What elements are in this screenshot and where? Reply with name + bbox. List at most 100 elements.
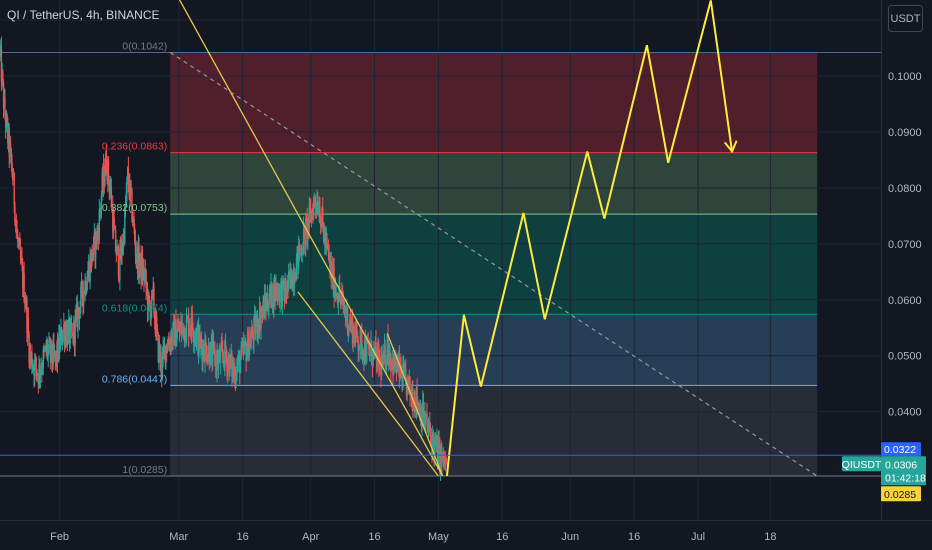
candle-body bbox=[124, 207, 126, 243]
candle-body bbox=[427, 425, 429, 430]
candle-body bbox=[134, 241, 137, 256]
candle-body bbox=[277, 285, 279, 300]
candle-body bbox=[99, 209, 101, 211]
candle-body bbox=[311, 211, 313, 213]
candle-body bbox=[273, 281, 276, 308]
time-axis[interactable]: Feb Mar 16 Apr 16 May 16 Jun 16 Jul 18 bbox=[0, 520, 932, 550]
candle-body bbox=[131, 220, 134, 223]
candle-body bbox=[331, 267, 333, 280]
candle-body bbox=[285, 294, 288, 297]
candle-body bbox=[78, 310, 81, 318]
candle-body bbox=[253, 315, 256, 318]
candle-body bbox=[229, 354, 231, 377]
candle-body bbox=[386, 334, 388, 357]
candle-body bbox=[44, 345, 47, 351]
candle-body bbox=[275, 283, 277, 299]
candle-body bbox=[284, 284, 286, 302]
candle-body bbox=[219, 350, 222, 363]
candle-body bbox=[280, 282, 283, 308]
candle-body bbox=[149, 306, 152, 320]
fib-label-0.618: 0.618(0.0574) bbox=[102, 302, 167, 314]
candle-body bbox=[19, 246, 22, 260]
candle-body bbox=[389, 356, 391, 364]
candle-body bbox=[5, 114, 8, 128]
candle-body bbox=[31, 352, 33, 369]
candle-body bbox=[328, 252, 330, 258]
candle-body bbox=[266, 297, 269, 309]
candle-body bbox=[345, 315, 347, 319]
candle-body bbox=[444, 461, 446, 467]
candle-body bbox=[70, 322, 73, 333]
candle-body bbox=[175, 320, 177, 346]
candle-body bbox=[120, 243, 122, 260]
trendline-2[interactable] bbox=[386, 333, 444, 477]
candle-body bbox=[1, 71, 3, 83]
candle-body bbox=[267, 308, 269, 313]
candle-body bbox=[92, 254, 94, 261]
candle-body bbox=[254, 315, 257, 335]
candle-body bbox=[125, 193, 127, 206]
candle-body bbox=[200, 340, 203, 347]
candle-body bbox=[340, 297, 342, 301]
candle-body bbox=[113, 217, 115, 228]
candle-body bbox=[392, 353, 395, 376]
candle-body bbox=[214, 348, 216, 366]
candle-body bbox=[321, 207, 323, 223]
time-tick-label: 16 bbox=[236, 531, 248, 543]
candle-body bbox=[9, 144, 12, 150]
last-price-tag-bg bbox=[881, 456, 926, 486]
candle-body bbox=[178, 327, 181, 332]
candle-body bbox=[53, 343, 55, 355]
candle-body bbox=[400, 358, 402, 375]
fib-lines[interactable] bbox=[0, 51, 881, 477]
candle-body bbox=[293, 278, 296, 287]
candle-body bbox=[313, 197, 315, 202]
candle-body bbox=[34, 359, 36, 376]
candle-body bbox=[223, 361, 225, 369]
candle-body bbox=[116, 246, 118, 256]
candle-body bbox=[207, 354, 209, 361]
candle-body bbox=[188, 330, 191, 336]
candle-body bbox=[66, 327, 69, 345]
candle-body bbox=[295, 257, 298, 280]
price-axis[interactable]: 0.11000.10000.09000.08000.07000.06000.05… bbox=[881, 0, 932, 520]
candles bbox=[0, 36, 447, 481]
candle-body bbox=[197, 326, 199, 353]
candle-body bbox=[107, 158, 109, 181]
trendline-1[interactable] bbox=[297, 291, 439, 477]
trendline-0[interactable] bbox=[149, 0, 444, 477]
candle-body bbox=[209, 342, 212, 366]
candle-body bbox=[118, 277, 120, 280]
candle-body bbox=[178, 325, 180, 332]
candle-body bbox=[182, 323, 184, 328]
projection[interactable] bbox=[445, 0, 738, 477]
candle-body bbox=[79, 305, 81, 318]
candle-body bbox=[179, 322, 181, 328]
candle-body bbox=[262, 300, 264, 312]
candle-body bbox=[424, 414, 426, 423]
candle-body bbox=[312, 201, 315, 220]
candle-body bbox=[224, 341, 227, 355]
candle-body bbox=[62, 330, 64, 342]
candle-body bbox=[26, 317, 29, 334]
candle-body bbox=[33, 366, 35, 376]
time-tick-label: 18 bbox=[764, 531, 776, 543]
trendlines[interactable] bbox=[149, 0, 818, 477]
symbol-tag: QIUSDT bbox=[842, 456, 882, 472]
dashed-trendline[interactable] bbox=[169, 51, 818, 477]
usdt-unit-button[interactable]: USDT bbox=[888, 5, 923, 32]
candle-body bbox=[22, 273, 25, 289]
candle-body bbox=[51, 341, 53, 361]
candle-body bbox=[417, 403, 419, 408]
candle-body bbox=[252, 335, 254, 342]
projection-path[interactable] bbox=[445, 0, 733, 477]
candle-body bbox=[10, 149, 13, 163]
candle-body bbox=[46, 343, 48, 353]
candle-body bbox=[282, 278, 284, 281]
candle-body bbox=[170, 334, 173, 348]
candle-body bbox=[334, 288, 337, 293]
candle-body bbox=[151, 290, 154, 292]
candle-body bbox=[154, 319, 157, 334]
